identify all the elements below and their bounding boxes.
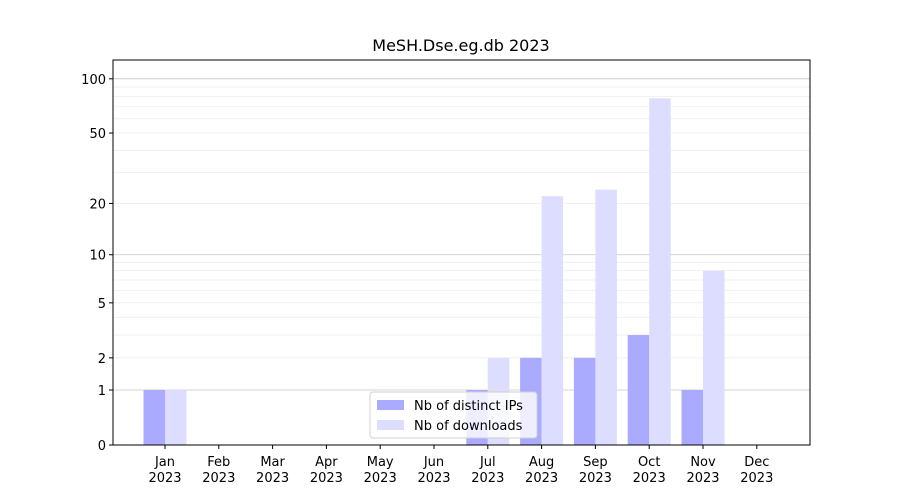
x-tick-label: Apr 2023 xyxy=(310,455,343,486)
bar xyxy=(573,357,596,445)
y-tick-label: 10 xyxy=(89,249,106,264)
legend-box xyxy=(369,391,538,439)
y-tick-label: 20 xyxy=(89,197,106,212)
x-tick-label: Nov 2023 xyxy=(686,455,719,486)
x-tick-label: Mar 2023 xyxy=(256,455,289,486)
plot-frame xyxy=(112,59,811,446)
x-tick-label: Dec 2023 xyxy=(740,455,773,486)
chart-title: MeSH.Dse.eg.db 2023 xyxy=(372,36,549,55)
bar xyxy=(627,335,650,445)
x-tick-label: Sep 2023 xyxy=(579,455,612,486)
bar xyxy=(165,390,187,445)
x-tick-label: Jan 2023 xyxy=(148,455,181,486)
bar xyxy=(143,390,165,445)
bar xyxy=(595,189,617,445)
x-tick-label: Jun 2023 xyxy=(417,455,450,486)
legend-label: Nb of distinct IPs xyxy=(414,399,523,414)
y-tick-label: 5 xyxy=(98,297,106,312)
x-tick-label: May 2023 xyxy=(364,455,397,486)
y-tick-label: 2 xyxy=(98,352,106,367)
x-tick-label: Feb 2023 xyxy=(202,455,235,486)
y-tick-label: 0 xyxy=(98,439,106,454)
x-tick-label: Aug 2023 xyxy=(525,455,558,486)
y-tick-label: 50 xyxy=(89,127,106,142)
bar xyxy=(681,390,703,445)
bar xyxy=(649,98,671,446)
x-tick-label: Oct 2023 xyxy=(633,455,666,486)
bar xyxy=(703,270,725,445)
x-tick-label: Jul 2023 xyxy=(471,455,504,486)
bar xyxy=(541,196,564,445)
legend-label: Nb of downloads xyxy=(414,419,523,434)
legend-swatch xyxy=(377,420,404,430)
y-tick-label: 100 xyxy=(81,73,106,88)
y-tick-label: 1 xyxy=(98,384,106,399)
legend-swatch xyxy=(377,400,404,410)
